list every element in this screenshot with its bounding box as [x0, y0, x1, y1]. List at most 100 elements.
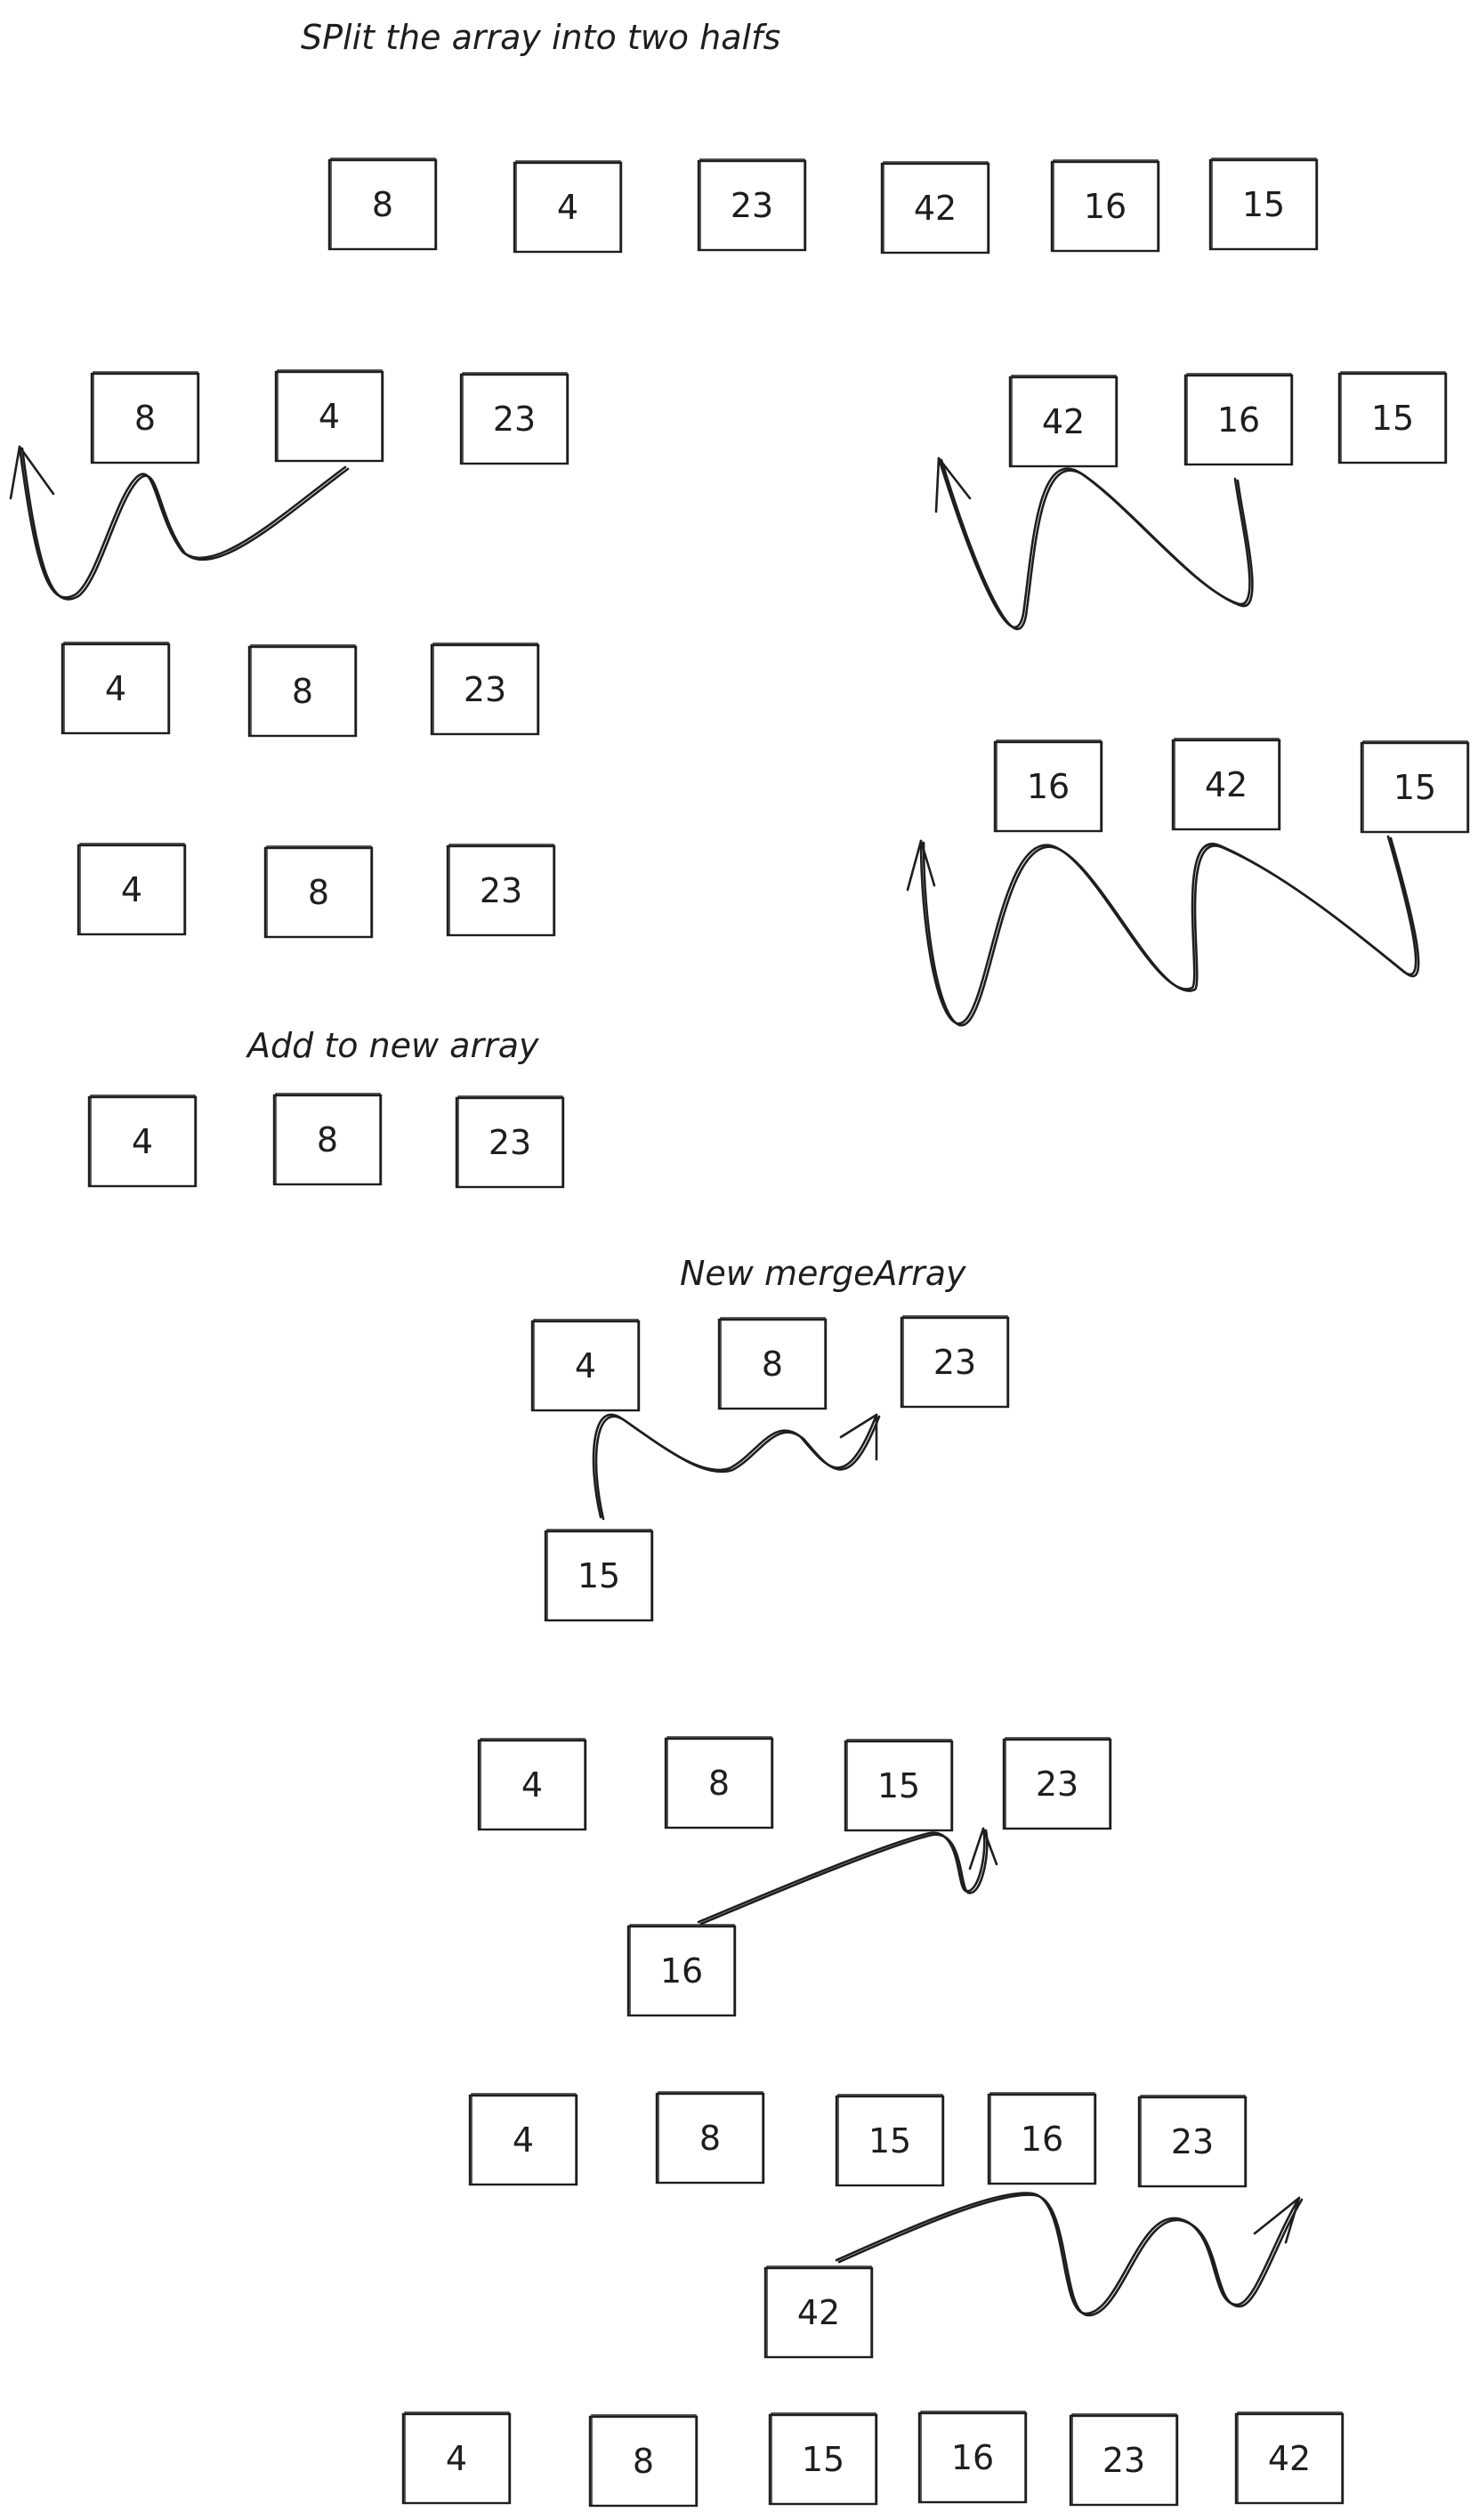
cell-value: 15 [868, 2121, 911, 2161]
array-cell: 8 [263, 845, 374, 939]
array-cell: 8 [327, 158, 438, 251]
cell-value: 4 [319, 397, 340, 436]
cell-value: 15 [1393, 768, 1436, 807]
array-cell: 23 [446, 844, 556, 937]
array-cell: 4 [401, 2411, 512, 2505]
array-cell: 4 [530, 1319, 641, 1412]
cell-border-sketch [471, 2093, 577, 2185]
cell-border-sketch [720, 1317, 826, 1409]
split-label: SPlit the array into two halfs [301, 18, 780, 57]
arrowhead-icon [906, 839, 936, 892]
array-cell: 4 [77, 843, 187, 936]
array-cell: 4 [477, 1738, 587, 1831]
cell-value: 16 [951, 2438, 994, 2477]
cell-value: 4 [521, 1765, 543, 1805]
array-cell: 16 [987, 2092, 1097, 2185]
array-cell: 15 [835, 2094, 945, 2187]
array-cell: 16 [1183, 373, 1294, 466]
move-arrow-sketch [837, 2193, 1304, 2317]
array-cell: 15 [768, 2412, 878, 2506]
cell-border-sketch [766, 2266, 872, 2358]
cell-value: 4 [513, 2120, 534, 2160]
array-cell: 23 [459, 372, 569, 465]
array-cell: 42 [763, 2266, 874, 2359]
cell-value: 15 [577, 1556, 620, 1595]
cell-border-sketch [883, 161, 989, 254]
cell-border-sketch [1011, 375, 1117, 467]
cell-value: 15 [877, 1766, 920, 1805]
array-cell: 8 [90, 371, 200, 464]
cell-value: 4 [132, 1122, 153, 1161]
cell-border-sketch [771, 2412, 876, 2505]
new-merge-array-label: New mergeArray [680, 1254, 966, 1293]
cell-border-sketch [1053, 159, 1159, 252]
array-cell: 4 [513, 160, 623, 254]
cell-border-sketch [448, 844, 554, 936]
cell-border-sketch [515, 160, 621, 253]
array-cell: 8 [272, 1093, 383, 1186]
cell-border-sketch [480, 1738, 586, 1830]
array-cell: 23 [1069, 2413, 1179, 2507]
cell-border-sketch [658, 2091, 763, 2184]
array-cell: 16 [626, 1924, 737, 2017]
move-arrow [835, 2192, 1301, 2315]
array-cell: 8 [655, 2091, 765, 2185]
array-cell: 23 [1002, 1737, 1112, 1830]
move-arrow-sketch [20, 447, 350, 601]
array-cell: 16 [993, 739, 1103, 833]
cell-value: 4 [557, 188, 578, 227]
cell-border-sketch [63, 642, 169, 734]
array-cell: 23 [1137, 2095, 1248, 2188]
cell-border-sketch [989, 2092, 1095, 2185]
array-cell: 15 [1337, 371, 1448, 464]
cell-value: 15 [1242, 185, 1285, 224]
array-cell: 8 [664, 1736, 774, 1829]
arrowhead-icon [839, 1413, 878, 1461]
cell-value: 4 [121, 870, 142, 909]
cell-value: 23 [489, 1123, 531, 1162]
move-arrow-sketch [699, 1829, 989, 1926]
cell-border-sketch [90, 1094, 196, 1187]
move-arrow [18, 445, 347, 599]
cell-value: 8 [134, 399, 156, 438]
cell-value: 16 [1021, 2120, 1063, 2159]
array-cell: 23 [430, 642, 540, 736]
cell-value: 23 [1102, 2441, 1145, 2480]
array-cell: 15 [1208, 158, 1319, 251]
cell-border-sketch [1340, 371, 1446, 464]
cell-value: 8 [292, 672, 313, 711]
cell-border-sketch [275, 1093, 381, 1185]
move-arrow-sketch [922, 836, 1420, 1027]
cell-value: 8 [708, 1764, 730, 1803]
cell-border-sketch [462, 372, 568, 464]
array-cell: 42 [1234, 2411, 1345, 2505]
arrowhead-icon [934, 456, 972, 513]
cell-border-sketch [1362, 740, 1468, 833]
array-cell: 23 [900, 1315, 1010, 1409]
cell-border-sketch [1005, 1737, 1111, 1829]
cell-border-sketch [629, 1924, 735, 2016]
cell-value: 23 [1036, 1765, 1078, 1804]
cell-value: 16 [1217, 400, 1260, 440]
cell-border-sketch [846, 1739, 952, 1831]
array-cell: 42 [1171, 738, 1281, 831]
cell-value: 8 [372, 185, 393, 224]
move-arrow [592, 1413, 878, 1519]
cell-border-sketch [666, 1736, 772, 1829]
array-cell: 15 [1360, 740, 1470, 834]
cell-border-sketch [1237, 2411, 1343, 2504]
array-cell: 4 [61, 642, 171, 735]
cell-value: 8 [762, 1345, 783, 1384]
cell-value: 23 [933, 1343, 976, 1382]
cell-border-sketch [432, 642, 538, 735]
cell-value: 23 [493, 400, 536, 439]
cell-border-sketch [266, 845, 372, 938]
cell-border-sketch [79, 843, 185, 935]
array-cell: 16 [1050, 159, 1160, 253]
cell-value: 23 [731, 186, 773, 225]
array-cell: 23 [697, 158, 807, 252]
cell-value: 42 [914, 189, 957, 228]
cell-value: 42 [1042, 402, 1085, 441]
cell-border-sketch [93, 371, 198, 464]
cell-value: 4 [446, 2439, 467, 2478]
